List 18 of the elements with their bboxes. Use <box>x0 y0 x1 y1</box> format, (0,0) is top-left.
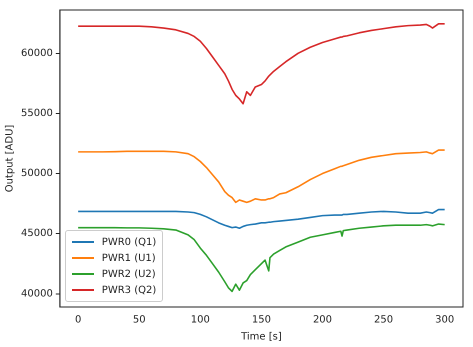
x-tick-label: 300 <box>435 314 454 326</box>
x-tick-label: 150 <box>252 314 271 326</box>
y-tick-label: 60000 <box>21 48 53 59</box>
y-tick-label: 55000 <box>21 108 53 120</box>
y-tick-label: 50000 <box>21 168 53 180</box>
x-tick-label: 100 <box>190 314 210 326</box>
x-tick-label: 250 <box>374 314 394 326</box>
y-tick-label: 40000 <box>21 288 53 300</box>
x-tick-label: 0 <box>74 314 82 326</box>
x-axis-title: Time [s] <box>240 332 282 343</box>
legend-label: PWR2 (U2) <box>102 268 156 280</box>
x-tick-label: 50 <box>132 314 146 326</box>
legend-label: PWR3 (Q2) <box>102 284 156 296</box>
y-tick-label: 45000 <box>21 228 53 240</box>
y-axis-title: Output [ADU] <box>4 124 16 192</box>
legend-label: PWR1 (U1) <box>102 252 156 264</box>
legend-label: PWR0 (Q1) <box>102 236 156 248</box>
x-tick-label: 200 <box>312 314 332 326</box>
